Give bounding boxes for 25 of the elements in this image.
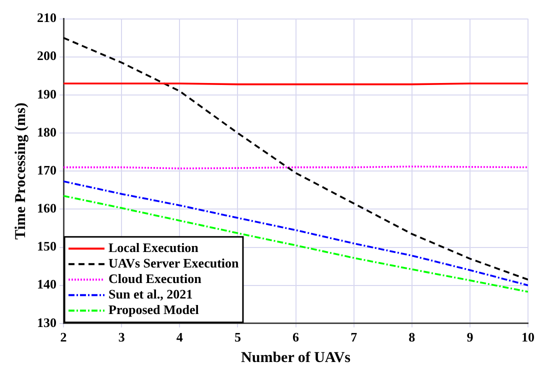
x-tick-label: 6 [292, 330, 300, 345]
y-tick-label: 180 [37, 124, 56, 140]
legend-label: Sun et al., 2021 [108, 286, 193, 302]
y-tick-label: 150 [37, 238, 56, 254]
legend-label: Local Execution [108, 240, 200, 256]
x-tick-label: 4 [176, 330, 184, 345]
legend-label: Cloud Execution [108, 271, 202, 286]
x-tick-label: 2 [60, 330, 67, 345]
y-tick-label: 140 [37, 276, 56, 292]
x-tick-label: 8 [408, 330, 416, 345]
y-tick-label: 170 [37, 162, 56, 178]
x-axis-title: Number of UAVs [241, 350, 351, 366]
legend-label: Proposed Model [108, 302, 200, 318]
y-tick-label: 130 [37, 314, 56, 330]
y-tick-label: 190 [37, 86, 56, 102]
y-tick-label: 160 [37, 200, 56, 216]
y-tick-label: 200 [37, 48, 56, 64]
legend-label: UAVs Server Execution [108, 256, 240, 271]
y-axis-title: Time Processing (ms) [12, 102, 29, 240]
x-tick-label: 3 [118, 330, 126, 345]
x-tick-label: 5 [234, 330, 242, 345]
x-tick-label: 10 [522, 330, 534, 345]
y-tick-label: 210 [37, 10, 56, 26]
x-tick-label: 9 [466, 330, 474, 345]
x-tick-label: 7 [350, 330, 358, 345]
